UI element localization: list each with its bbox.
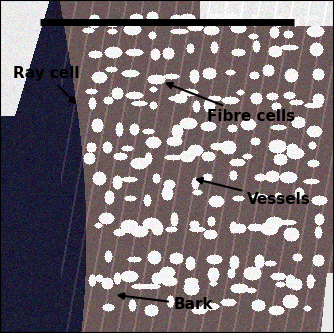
- Text: Ray cell: Ray cell: [13, 66, 80, 103]
- Text: Bark: Bark: [119, 293, 213, 312]
- Text: Fibre cells: Fibre cells: [167, 83, 295, 124]
- Text: Vessels: Vessels: [197, 178, 311, 207]
